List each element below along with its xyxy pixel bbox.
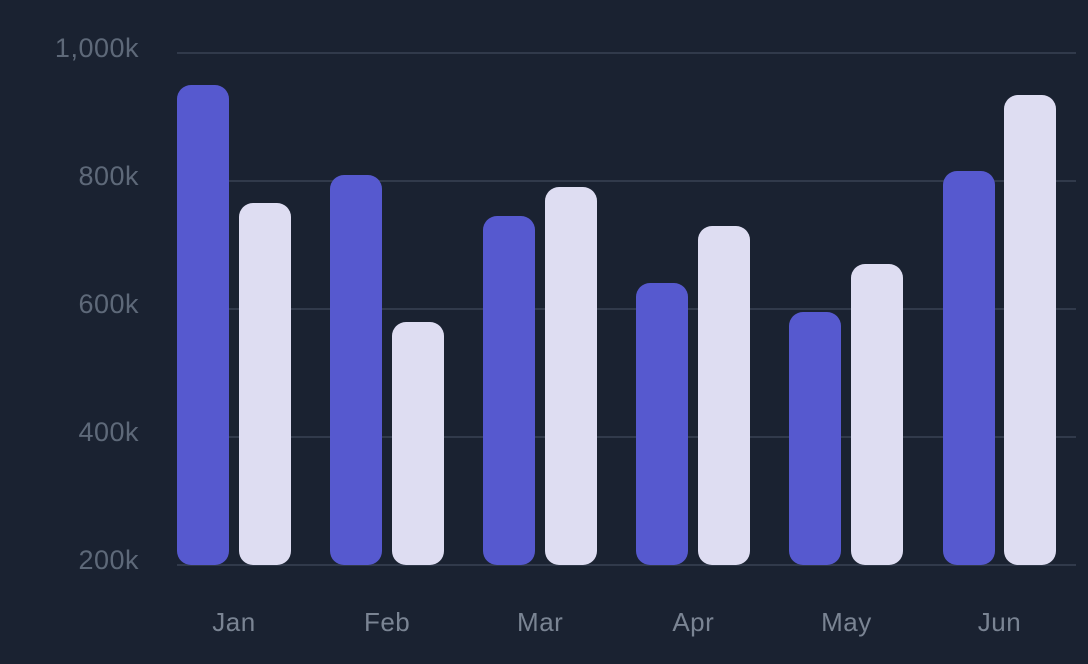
- bar-feb-series-primary: [330, 174, 383, 565]
- x-axis-tick-label: Mar: [517, 607, 564, 637]
- gridline: [177, 308, 1076, 310]
- bar-apr-series-primary: [636, 283, 689, 565]
- bar-may-series-primary: [789, 312, 842, 565]
- bar-apr-series-secondary: [697, 225, 750, 565]
- gridline: [177, 436, 1076, 438]
- y-axis-tick-label: 200k: [78, 545, 139, 575]
- bar-jun-series-secondary: [1004, 94, 1056, 565]
- bar-jan-series-secondary: [238, 203, 291, 565]
- x-axis-tick-label: Apr: [672, 607, 715, 637]
- x-axis-tick-label: Feb: [363, 607, 411, 637]
- bar-mar-series-primary: [483, 216, 536, 565]
- bar-jun-series-primary: [942, 171, 995, 565]
- y-axis-tick-label: 600k: [78, 289, 139, 319]
- y-axis-tick-label: 400k: [78, 417, 139, 447]
- bar-jan-series-primary: [177, 85, 229, 565]
- y-axis-tick-label: 800k: [78, 161, 139, 191]
- y-axis-tick-label: 1,000k: [54, 33, 139, 63]
- x-axis-tick-label: May: [821, 607, 872, 637]
- x-axis-tick-label: Jun: [977, 607, 1022, 637]
- gridline: [177, 180, 1076, 182]
- bar-may-series-secondary: [850, 264, 903, 565]
- gridline: [177, 564, 1076, 566]
- bar-mar-series-secondary: [544, 187, 597, 565]
- bar-feb-series-secondary: [391, 321, 444, 565]
- gridline: [177, 52, 1076, 54]
- x-axis-tick-label: Jan: [212, 607, 256, 637]
